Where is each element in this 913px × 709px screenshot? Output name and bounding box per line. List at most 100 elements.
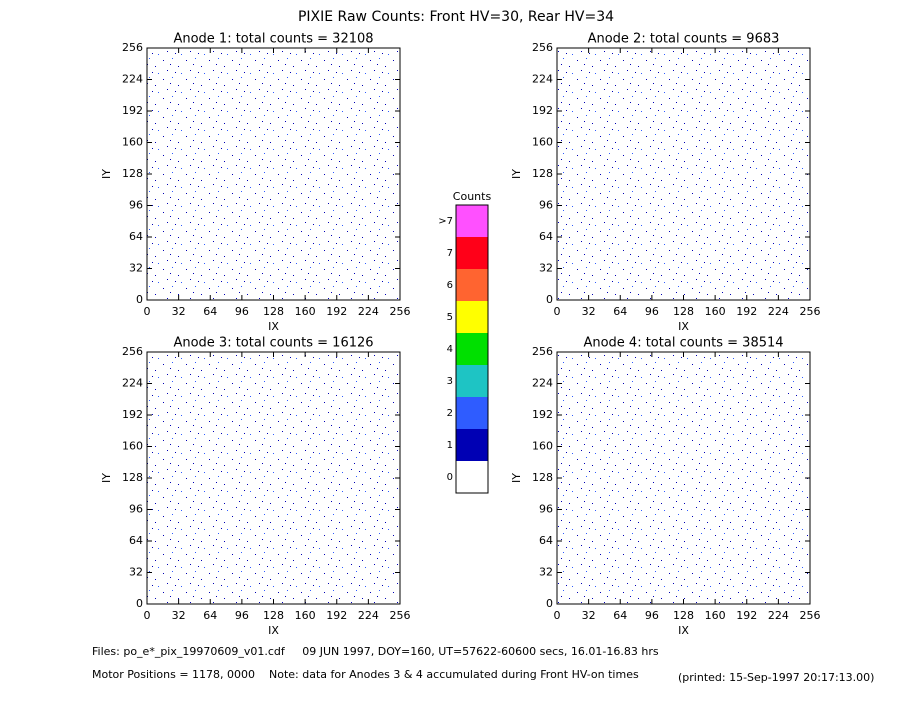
x-tick-label: 192 (736, 609, 757, 622)
y-tick-label: 160 (532, 136, 553, 149)
y-tick-label: 128 (122, 471, 143, 484)
y-tick-label: 96 (539, 199, 553, 212)
x-tick-label: 96 (645, 305, 659, 318)
y-tick-label: 224 (532, 73, 553, 86)
x-tick-label: 160 (295, 305, 316, 318)
x-tick-label: 160 (705, 609, 726, 622)
colorbar-label: 4 (447, 344, 453, 355)
count-texture (147, 48, 400, 300)
colorbar-label: 3 (447, 376, 453, 387)
colorbar-label: >7 (438, 216, 453, 227)
colorbar-label: 0 (447, 472, 453, 483)
y-tick-label: 160 (122, 440, 143, 453)
x-tick-label: 32 (582, 609, 596, 622)
y-tick-label: 192 (122, 104, 143, 117)
colorbar-label: 5 (447, 312, 453, 323)
x-tick-label: 64 (203, 305, 217, 318)
y-tick-label: 32 (539, 262, 553, 275)
y-tick-label: 64 (129, 534, 143, 547)
x-tick-label: 256 (800, 305, 821, 318)
y-axis-label: IY (100, 473, 113, 483)
x-tick-label: 0 (554, 609, 561, 622)
y-axis-label: IY (100, 169, 113, 179)
y-tick-label: 0 (546, 597, 553, 610)
y-tick-label: 64 (129, 230, 143, 243)
y-tick-label: 192 (532, 408, 553, 421)
x-tick-label: 224 (768, 305, 789, 318)
x-tick-label: 0 (554, 305, 561, 318)
colorbar-swatch (456, 205, 488, 237)
y-tick-label: 224 (122, 73, 143, 86)
panel-title: Anode 3: total counts = 16126 (173, 336, 373, 351)
y-tick-label: 0 (136, 293, 143, 306)
footer-motor: Motor Positions = 1178, 0000 Note: data … (92, 668, 639, 681)
x-tick-label: 0 (144, 305, 151, 318)
y-tick-label: 256 (122, 345, 143, 358)
y-tick-label: 256 (532, 345, 553, 358)
y-tick-label: 256 (122, 41, 143, 54)
footer-files: Files: po_e*_pix_19970609_v01.cdf 09 JUN… (92, 645, 659, 658)
y-tick-label: 128 (122, 167, 143, 180)
colorbar-swatch (456, 461, 488, 493)
y-tick-label: 128 (532, 167, 553, 180)
y-tick-label: 0 (136, 597, 143, 610)
x-tick-label: 64 (613, 305, 627, 318)
x-axis-label: IX (678, 624, 689, 637)
y-tick-label: 64 (539, 534, 553, 547)
colorbar-label: 1 (447, 440, 453, 451)
y-axis-label: IY (510, 473, 523, 483)
x-tick-label: 32 (582, 305, 596, 318)
colorbar-swatch (456, 301, 488, 333)
y-tick-label: 224 (122, 377, 143, 390)
x-tick-label: 192 (736, 305, 757, 318)
y-tick-label: 64 (539, 230, 553, 243)
y-tick-label: 32 (539, 566, 553, 579)
x-tick-label: 128 (263, 609, 284, 622)
y-tick-label: 96 (129, 503, 143, 516)
x-tick-label: 192 (326, 609, 347, 622)
y-tick-label: 160 (122, 136, 143, 149)
panel-title: Anode 2: total counts = 9683 (588, 32, 780, 47)
x-tick-label: 224 (358, 305, 379, 318)
y-axis-label: IY (510, 169, 523, 179)
panel-title: Anode 4: total counts = 38514 (583, 336, 783, 351)
x-tick-label: 256 (390, 609, 411, 622)
x-tick-label: 96 (235, 609, 249, 622)
x-tick-label: 128 (263, 305, 284, 318)
colorbar-swatch (456, 333, 488, 365)
x-tick-label: 32 (172, 609, 186, 622)
colorbar-swatch (456, 237, 488, 269)
x-axis-label: IX (678, 320, 689, 333)
colorbar-label: 6 (447, 280, 453, 291)
count-texture (557, 352, 810, 604)
x-tick-label: 160 (705, 305, 726, 318)
x-tick-label: 256 (390, 305, 411, 318)
footer-printed: (printed: 15-Sep-1997 20:17:13.00) (678, 671, 874, 684)
x-tick-label: 64 (613, 609, 627, 622)
y-tick-label: 224 (532, 377, 553, 390)
x-tick-label: 224 (358, 609, 379, 622)
colorbar-title: Counts (453, 190, 492, 203)
count-texture (557, 48, 810, 300)
y-tick-label: 96 (539, 503, 553, 516)
y-tick-label: 32 (129, 262, 143, 275)
x-tick-label: 32 (172, 305, 186, 318)
x-tick-label: 128 (673, 305, 694, 318)
x-axis-label: IX (268, 320, 279, 333)
x-tick-label: 96 (235, 305, 249, 318)
x-axis-label: IX (268, 624, 279, 637)
y-tick-label: 96 (129, 199, 143, 212)
y-tick-label: 256 (532, 41, 553, 54)
y-tick-label: 160 (532, 440, 553, 453)
colorbar-label: 2 (447, 408, 453, 419)
colorbar-swatch (456, 397, 488, 429)
page-title: PIXIE Raw Counts: Front HV=30, Rear HV=3… (298, 9, 614, 25)
x-tick-label: 0 (144, 609, 151, 622)
x-tick-label: 128 (673, 609, 694, 622)
x-tick-label: 256 (800, 609, 821, 622)
x-tick-label: 192 (326, 305, 347, 318)
x-tick-label: 160 (295, 609, 316, 622)
y-tick-label: 32 (129, 566, 143, 579)
colorbar-frame (455, 204, 489, 494)
